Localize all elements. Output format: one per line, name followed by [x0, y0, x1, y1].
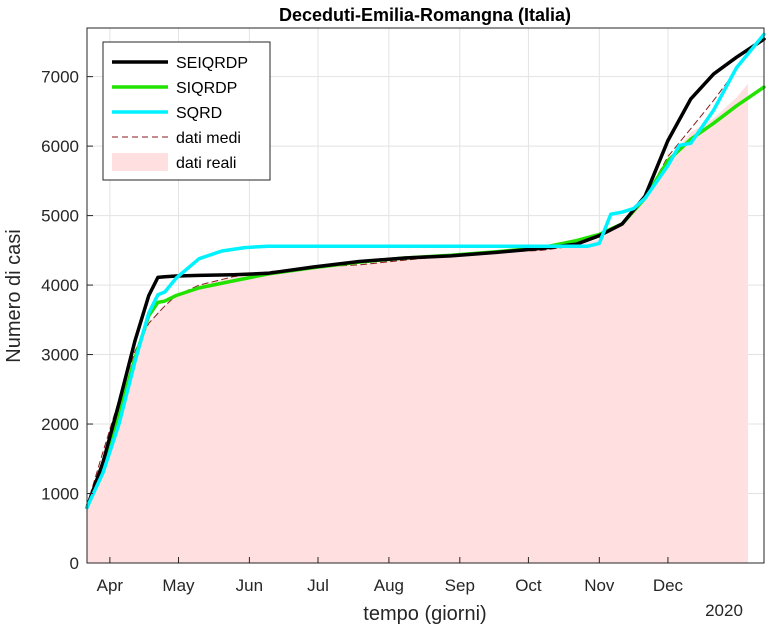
axes-box: [86, 27, 765, 564]
y-tick-label: 4000: [41, 276, 79, 295]
x-tick-label: Dec: [653, 576, 684, 595]
legend-label: SQRD: [176, 105, 222, 122]
series-line-seiqrdp: [85, 37, 766, 510]
series-line-sqrd: [85, 32, 766, 510]
y-axis-label: Numero di casi: [3, 229, 25, 362]
legend: SEIQRDP SIQRDP SQRD dati medi dati reali: [102, 41, 271, 181]
y-tick-label: 2000: [41, 415, 79, 434]
area-layer: [87, 83, 748, 564]
y-tick-label: 7000: [41, 68, 79, 87]
x-tick-label: Sep: [445, 576, 475, 595]
y-tick-label: 5000: [41, 207, 79, 226]
x-tick-label: May: [162, 576, 195, 595]
x-tick-label: Aug: [374, 576, 404, 595]
y-tick-label: 0: [70, 554, 79, 573]
x-tick-label: Jun: [236, 576, 263, 595]
series-layer: [85, 32, 766, 510]
y-ticks: 0 1000 2000 3000 4000 5000 6000 7000: [41, 68, 93, 573]
y-tick-label: 1000: [41, 485, 79, 504]
chart-title: Deceduti-Emilia-Romangna (Italia): [279, 5, 571, 25]
y-tick-label: 6000: [41, 137, 79, 156]
x-tick-label: Apr: [97, 576, 124, 595]
area-dati-reali: [87, 83, 748, 564]
legend-label: SEIQRDP: [176, 55, 248, 72]
y-tick-label: 3000: [41, 346, 79, 365]
x-axis-label: tempo (giorni): [363, 603, 486, 625]
x-tick-label: Nov: [584, 576, 615, 595]
legend-label: SIQRDP: [176, 80, 237, 97]
x-tick-label: Jul: [307, 576, 329, 595]
year-label: 2020: [705, 601, 743, 620]
legend-swatch-dati-reali: [112, 153, 168, 171]
x-ticks: Apr May Jun Jul Aug Sep Oct Nov Dec: [97, 557, 684, 595]
legend-label: dati reali: [176, 155, 236, 172]
x-tick-label: Oct: [515, 576, 542, 595]
legend-label: dati medi: [176, 130, 241, 147]
